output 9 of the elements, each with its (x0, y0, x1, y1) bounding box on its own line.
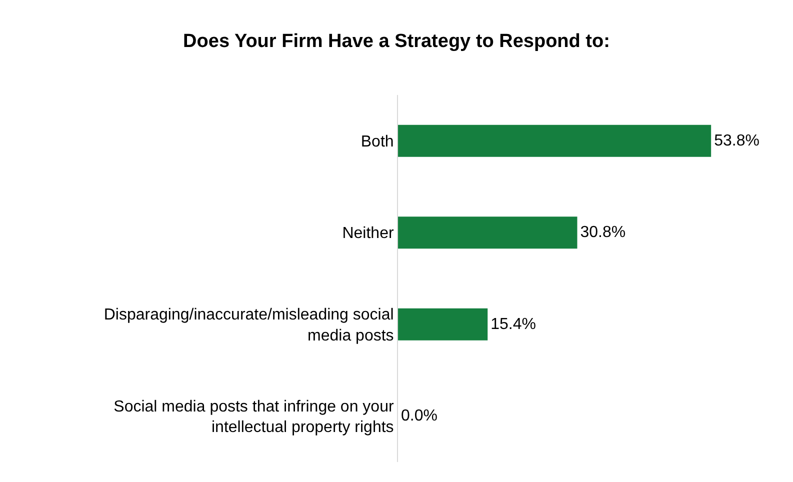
data-label: 0.0% (401, 408, 438, 425)
data-label: 15.4% (490, 316, 536, 333)
y-tick-label: Neither (342, 225, 394, 242)
y-tick-label: Both (360, 133, 394, 150)
y-tick-label: Disparaging/inaccurate/misleading social media posts (104, 306, 394, 344)
y-tick-label: Social media posts that infringe on your intellectual property rights (114, 398, 394, 436)
data-label: 53.8% (714, 132, 760, 150)
chart-title: Does Your Firm Have a Strategy to Respond to: (183, 31, 610, 52)
data-label: 30.8% (580, 224, 626, 242)
